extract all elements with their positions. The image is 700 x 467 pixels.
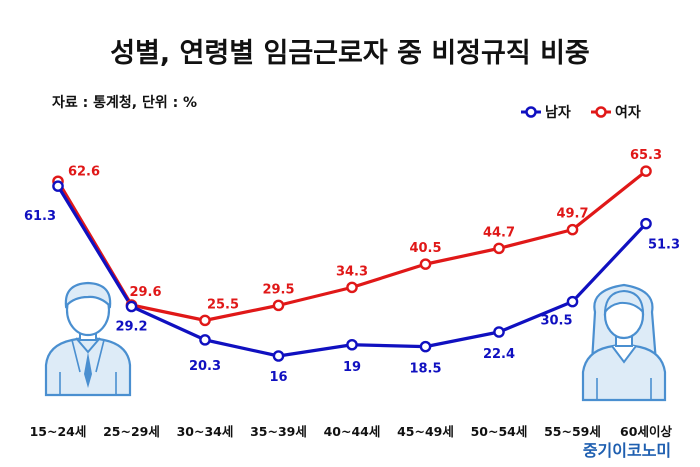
data-point-female-2 <box>199 314 211 327</box>
data-label-female-2: 25.5 <box>207 297 239 312</box>
data-label-female-1: 29.6 <box>129 285 161 300</box>
data-label-female-4: 34.3 <box>336 264 368 279</box>
x-tick-label-3: 35~39세 <box>250 424 307 439</box>
data-label-male-8: 51.3 <box>648 238 680 253</box>
data-point-male-5 <box>419 340 432 353</box>
x-tick-label-2: 30~34세 <box>177 424 234 439</box>
data-label-male-0: 61.3 <box>24 209 56 224</box>
data-label-male-3: 16 <box>269 370 287 385</box>
data-point-female-8 <box>640 165 652 177</box>
x-tick-label-5: 45~49세 <box>397 424 454 439</box>
data-label-male-2: 20.3 <box>189 359 221 374</box>
data-label-male-7: 30.5 <box>540 314 572 329</box>
data-label-male-1: 29.2 <box>115 320 147 335</box>
legend-marker-male <box>525 106 537 118</box>
data-label-male-5: 18.5 <box>409 362 441 377</box>
data-label-female-8: 65.3 <box>630 148 662 163</box>
data-label-female-0: 62.6 <box>68 164 100 179</box>
data-point-female-3 <box>272 299 285 312</box>
data-point-male-7 <box>566 295 579 308</box>
data-point-male-3 <box>272 350 285 362</box>
x-tick-label-1: 25~29세 <box>103 424 160 439</box>
data-point-male-6 <box>493 326 505 338</box>
legend-label-female: 여자 <box>615 104 641 121</box>
x-tick-label-6: 50~54세 <box>471 424 528 439</box>
data-point-female-7 <box>566 223 579 236</box>
x-tick-label-8: 60세이상 <box>620 424 672 439</box>
data-label-female-6: 44.7 <box>483 225 515 240</box>
data-label-female-5: 40.5 <box>409 241 441 256</box>
data-label-male-4: 19 <box>343 360 361 375</box>
x-tick-label-4: 40~44세 <box>324 424 381 439</box>
data-point-female-6 <box>493 242 505 255</box>
data-label-female-3: 29.5 <box>262 282 294 297</box>
data-point-male-2 <box>199 334 211 346</box>
x-tick-label-7: 55~59세 <box>544 424 601 439</box>
brand-logo: 중기이코노미 <box>583 441 671 460</box>
chart-title: 성별, 연령별 임금근로자 중 비정규직 비중 <box>110 38 590 69</box>
data-point-male-8 <box>640 217 652 230</box>
data-label-female-7: 49.7 <box>556 207 588 222</box>
data-label-male-6: 22.4 <box>483 347 515 362</box>
x-tick-label-0: 15~24세 <box>30 424 87 439</box>
data-point-male-0 <box>52 180 64 192</box>
legend-marker-female <box>595 106 607 118</box>
data-point-male-4 <box>346 338 358 351</box>
plot-area: 62.6 29.6 25.5 29.5 34.3 40.5 44.7 49.7 65.3 61.3… <box>24 148 680 439</box>
legend: 남자 여자 <box>521 104 641 121</box>
female-worker-icon <box>581 283 667 402</box>
legend-label-male: 남자 <box>545 104 571 121</box>
male-worker-icon <box>44 281 132 397</box>
chart-source: 자료 : 통계청, 단위 : % <box>52 94 197 111</box>
data-point-female-4 <box>346 281 358 294</box>
data-point-male-1 <box>125 300 138 313</box>
data-point-female-5 <box>419 258 432 270</box>
